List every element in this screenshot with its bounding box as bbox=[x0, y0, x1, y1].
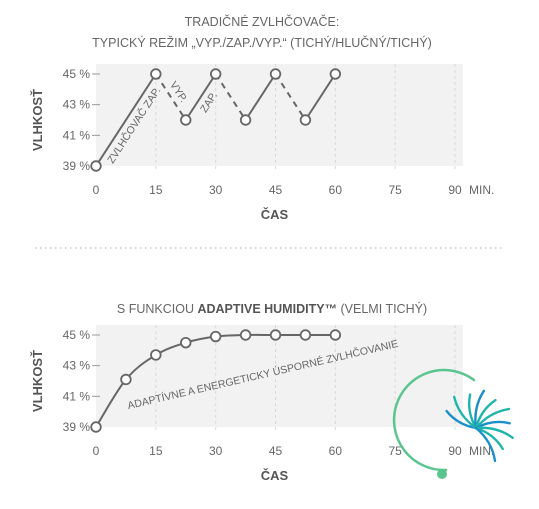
x-tick-label: 60 bbox=[329, 444, 343, 458]
plot-area bbox=[96, 64, 463, 166]
logo-seed bbox=[474, 426, 514, 440]
logo-seed bbox=[474, 426, 497, 463]
data-point bbox=[239, 114, 252, 126]
data-point bbox=[180, 114, 192, 126]
data-point bbox=[90, 160, 102, 172]
chart1-plot: 39 % 41 % 43 % 45 % 0 15 30 45 60 75 90 MIN. ČAS VLHK… bbox=[30, 64, 494, 222]
y-tick-label: 45 % bbox=[63, 67, 91, 81]
y-tick-label: 41 % bbox=[63, 128, 91, 142]
data-point bbox=[209, 68, 222, 80]
segment-off bbox=[274, 73, 307, 121]
data-point bbox=[150, 349, 162, 361]
y-tick-label: 43 % bbox=[63, 359, 91, 373]
x-tick-label: 15 bbox=[149, 444, 163, 458]
data-point bbox=[299, 329, 312, 341]
y-tick-label: 45 % bbox=[63, 328, 91, 342]
x-tick-label: 60 bbox=[329, 183, 343, 197]
logo-seed bbox=[453, 395, 478, 430]
data-point bbox=[120, 373, 132, 386]
chart1-title-line2: TYPICKÝ REŽIM „VYP./ZAP./VYP.“ (TICHÝ/HL… bbox=[92, 35, 432, 50]
data-point bbox=[150, 68, 162, 80]
logo-seed bbox=[474, 398, 497, 430]
data-point bbox=[239, 329, 252, 341]
chart2-plot: 39 % 41 % 43 % 45 % 0 15 30 45 60 75 90 MIN. ČAS VLHK… bbox=[30, 325, 494, 483]
y-tick-label: 39 % bbox=[63, 159, 91, 173]
chart2-title-suffix: (VELMI TICHÝ) bbox=[337, 301, 427, 316]
dandelion-logo bbox=[392, 368, 514, 479]
x-tick-label: 0 bbox=[93, 183, 100, 197]
chart2-title-bold: ADAPTIVE HUMIDITY™ bbox=[197, 302, 337, 316]
data-point bbox=[329, 68, 342, 80]
segment-on bbox=[304, 73, 337, 121]
segment-off bbox=[154, 73, 187, 121]
data-point bbox=[180, 336, 192, 349]
y-tick-label: 41 % bbox=[63, 389, 91, 403]
x-tick-label: 45 bbox=[269, 183, 283, 197]
plot-area bbox=[96, 325, 463, 427]
chart2-title: S FUNKCIOU ADAPTIVE HUMIDITY™ (VELMI TIC… bbox=[117, 301, 427, 316]
x-tick-label: 30 bbox=[209, 183, 223, 197]
x-tick-label: 75 bbox=[389, 444, 403, 458]
x-unit-label: MIN. bbox=[469, 183, 494, 197]
x-tick-label: 90 bbox=[448, 444, 462, 458]
data-point bbox=[299, 114, 312, 126]
data-point bbox=[269, 329, 282, 341]
segment-off bbox=[214, 73, 247, 121]
logo-dot bbox=[437, 469, 447, 479]
x-axis-title: ČAS bbox=[261, 207, 289, 222]
x-tick-label: 15 bbox=[149, 183, 163, 197]
segment-on bbox=[244, 73, 277, 121]
segment-on bbox=[95, 73, 157, 167]
x-tick-label: 90 bbox=[448, 183, 462, 197]
data-point bbox=[90, 421, 102, 433]
chart1-title-line1: TRADIČNÉ ZVLHČOVAČE: bbox=[185, 14, 340, 29]
logo-seed bbox=[474, 389, 486, 430]
x-tick-label: 30 bbox=[209, 444, 223, 458]
x-axis-title: ČAS bbox=[261, 468, 289, 483]
x-unit-label: MIN. bbox=[469, 444, 494, 458]
y-tick-label: 39 % bbox=[63, 420, 91, 434]
x-tick-label: 75 bbox=[389, 183, 403, 197]
y-tick-label: 43 % bbox=[63, 98, 91, 112]
x-tick-label: 0 bbox=[93, 444, 100, 458]
data-point bbox=[209, 330, 222, 343]
chart2-title-prefix: S FUNKCIOU bbox=[117, 302, 198, 316]
logo-arc bbox=[392, 368, 476, 472]
y-axis-title: VLHKOSŤ bbox=[30, 350, 45, 412]
logo-seed bbox=[445, 409, 478, 430]
x-tick-label: 45 bbox=[269, 444, 283, 458]
segment-on bbox=[184, 73, 217, 121]
data-point bbox=[329, 329, 342, 341]
data-point bbox=[269, 68, 282, 80]
logo-seed bbox=[474, 407, 511, 430]
y-axis-title: VLHKOSŤ bbox=[30, 89, 45, 151]
